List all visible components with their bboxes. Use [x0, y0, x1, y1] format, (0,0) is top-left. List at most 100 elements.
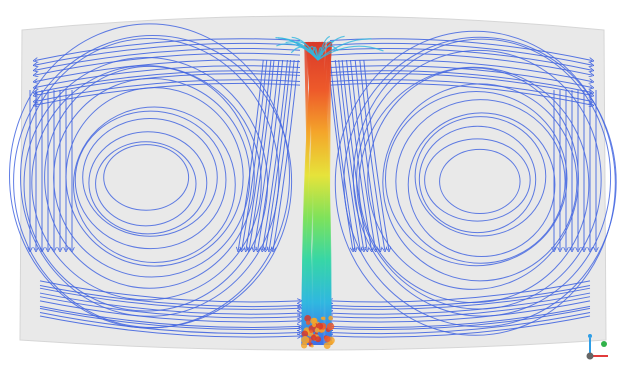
bottom-inflow-streamline-right	[330, 315, 591, 337]
inner-left-downflow	[254, 59, 280, 250]
left-vortex-streamline	[31, 65, 262, 301]
bottom-inflow-streamline-right	[330, 296, 591, 318]
top-return-streamline-left	[35, 82, 301, 105]
top-return-streamline-right	[329, 52, 592, 75]
plume-source-particle	[306, 320, 311, 325]
inner-right-downflow	[338, 59, 364, 250]
bottom-inflow-streamline-left	[39, 287, 300, 309]
plume-streamline	[308, 41, 320, 346]
top-return-streamline-left	[35, 42, 301, 65]
plume-streamline	[301, 41, 319, 346]
top-return-streamline-left	[35, 65, 301, 88]
plume-top-splay	[312, 46, 319, 61]
left-vortex-streamline	[95, 141, 197, 227]
left-vortex-streamline	[82, 117, 218, 237]
inner-left-downflow	[246, 59, 272, 250]
inner-left-downflow	[242, 59, 268, 250]
top-return-streamline-right	[329, 73, 592, 96]
left-vortex-streamline	[103, 144, 190, 211]
bottom-inflow-streamline-left	[39, 296, 300, 318]
left-vortex-streamline	[88, 131, 208, 235]
left-vortex-streamline	[20, 37, 280, 317]
plume-source-particle	[326, 322, 335, 331]
top-return-streamline-left	[35, 73, 301, 96]
inner-left-downflow	[269, 59, 295, 250]
right-vortex-streamline	[395, 99, 566, 264]
bottom-inflow-streamline-right	[330, 305, 591, 327]
plume-source-particle	[310, 334, 317, 341]
right-vortex-streamline	[352, 38, 612, 317]
inner-right-downflow	[334, 59, 360, 250]
top-return-streamline-right	[329, 70, 592, 93]
top-return-streamline-right	[329, 65, 592, 88]
right-vortex-streamline	[407, 112, 556, 258]
bottom-inflow-streamline-right	[330, 300, 591, 322]
triad-y-axis	[601, 341, 607, 347]
plume-top-splay	[317, 38, 372, 61]
top-return-streamline-right	[329, 82, 592, 105]
bottom-inflow-streamline-right	[330, 307, 591, 329]
left-vortex-streamline	[9, 23, 291, 329]
inner-left-downflow	[258, 59, 284, 250]
inner-left-downflow	[266, 59, 292, 250]
plume-source-particle	[304, 315, 312, 322]
right-vortex-streamline	[424, 138, 531, 222]
bottom-inflow-streamline-left	[39, 284, 300, 306]
plume-top-splay	[317, 45, 384, 61]
bottom-inflow-streamline-right	[330, 292, 591, 314]
bottom-inflow-streamline-right	[330, 280, 591, 302]
plume-top-splay	[317, 45, 339, 61]
top-return-streamline-right	[329, 79, 592, 102]
streamlines	[9, 23, 617, 337]
inner-left-downflow	[238, 59, 264, 250]
plume-streamline	[313, 41, 324, 346]
right-vortex-streamline	[439, 148, 521, 215]
right-vortex-streamline	[334, 30, 616, 336]
inner-left-downflow	[273, 59, 299, 250]
plume-source-particle	[301, 330, 309, 338]
plume-source-particle	[301, 336, 310, 344]
bottom-inflow-streamline-left	[39, 315, 300, 337]
right-vortex-streamline	[414, 116, 547, 237]
plume-source-particle	[321, 316, 326, 321]
top-return-streamline-right	[329, 59, 592, 82]
bottom-inflow-streamline-right	[330, 312, 591, 333]
bottom-inflow-streamline-right	[330, 287, 591, 309]
triad-z-dot	[588, 334, 592, 338]
inner-left-downflow	[262, 59, 288, 250]
bottom-inflow-streamline-right	[330, 284, 591, 306]
bottom-inflow-streamline-left	[39, 300, 300, 322]
inner-right-downflow	[329, 59, 355, 250]
inner-right-downflow	[359, 59, 385, 250]
bottom-inflow-streamline-left	[39, 280, 300, 302]
inner-right-downflow	[363, 59, 389, 250]
right-vortex-streamline	[418, 125, 537, 234]
plume-source-particle	[310, 317, 317, 325]
bottom-inflow-streamline-left	[39, 305, 300, 327]
top-return-streamline-left	[35, 47, 301, 70]
rising-plume	[275, 35, 384, 349]
left-vortex-streamline	[74, 110, 227, 250]
plume-source-particle	[310, 344, 314, 348]
bottom-inflow-streamline-left	[39, 307, 300, 329]
inner-right-downflow	[346, 59, 372, 250]
plume-source-particle	[314, 327, 320, 333]
inner-right-downflow	[349, 59, 375, 250]
inner-right-downflow	[341, 59, 367, 250]
plume-source-particle	[324, 335, 331, 343]
plume-source-particle	[328, 315, 333, 321]
left-vortex-streamline	[44, 65, 255, 289]
plume-source-particle	[316, 322, 324, 330]
plume-streamline	[306, 41, 322, 346]
bottom-inflow-streamline-left	[39, 312, 300, 333]
plume-source-particle	[309, 329, 313, 333]
bottom-inflow-streamline-left	[39, 292, 300, 314]
top-return-streamline-left	[35, 38, 301, 61]
top-return-streamline-right	[329, 42, 592, 65]
right-vortex-streamline	[343, 36, 617, 328]
top-return-streamline-right	[329, 47, 592, 70]
right-vortex-streamline	[384, 90, 568, 267]
orientation-triad	[586, 334, 608, 360]
triad-origin	[586, 352, 594, 360]
